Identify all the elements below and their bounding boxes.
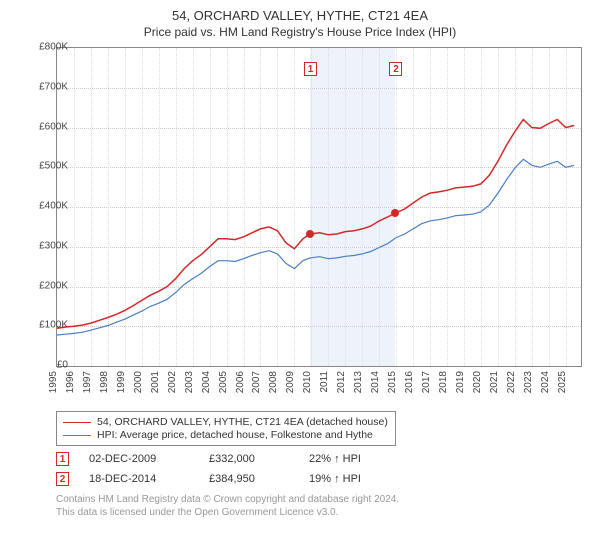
y-axis-label: £300K	[24, 240, 68, 251]
x-axis-label: 2024	[540, 371, 551, 393]
attribution-line-1: Contains HM Land Registry data © Crown c…	[56, 494, 588, 507]
x-axis-label: 1999	[116, 371, 127, 393]
x-axis-label: 2016	[404, 371, 415, 393]
x-axis-label: 2008	[268, 371, 279, 393]
legend-row: HPI: Average price, detached house, Folk…	[63, 429, 389, 441]
y-axis-label: £200K	[24, 280, 68, 291]
x-axis-label: 2011	[319, 371, 330, 393]
chart-subtitle: Price paid vs. HM Land Registry's House …	[12, 25, 588, 39]
x-axis-label: 2018	[438, 371, 449, 393]
plot-area: 12	[56, 47, 582, 367]
sale-price: £384,950	[209, 473, 289, 485]
x-axis-label: 1995	[48, 371, 59, 393]
x-axis-label: 1997	[82, 371, 93, 393]
x-axis-label: 2015	[387, 371, 398, 393]
x-axis-label: 2006	[235, 371, 246, 393]
legend-label: HPI: Average price, detached house, Folk…	[97, 429, 373, 441]
x-axis-label: 2000	[133, 371, 144, 393]
x-axis-label: 2023	[523, 371, 534, 393]
sale-row: 1 02-DEC-2009 £332,000 22% ↑ HPI	[56, 452, 588, 466]
legend-box: 54, ORCHARD VALLEY, HYTHE, CT21 4EA (det…	[56, 411, 396, 446]
sale-delta: 19% ↑ HPI	[309, 473, 361, 485]
sale-price: £332,000	[209, 453, 289, 465]
legend-swatch	[63, 422, 91, 423]
x-axis-label: 2025	[557, 371, 568, 393]
sale-delta: 22% ↑ HPI	[309, 453, 361, 465]
y-axis-label: £500K	[24, 161, 68, 172]
series-hpi	[57, 159, 574, 335]
x-axis-label: 1996	[65, 371, 76, 393]
sale-date: 18-DEC-2014	[89, 473, 189, 485]
sales-block: 1 02-DEC-2009 £332,000 22% ↑ HPI 2 18-DEC-201…	[12, 452, 588, 486]
x-axis-label: 2021	[489, 371, 500, 393]
y-axis-label: £400K	[24, 201, 68, 212]
chart-svg	[57, 48, 581, 366]
x-axis-label: 2004	[201, 371, 212, 393]
y-axis-label: £600K	[24, 121, 68, 132]
legend-row: 54, ORCHARD VALLEY, HYTHE, CT21 4EA (det…	[63, 416, 389, 428]
sale-marker: 2	[389, 62, 402, 76]
x-axis-label: 2012	[336, 371, 347, 393]
x-axis-label: 2017	[421, 371, 432, 393]
x-axis-label: 2009	[285, 371, 296, 393]
y-axis-label: £800K	[24, 42, 68, 53]
title-block: 54, ORCHARD VALLEY, HYTHE, CT21 4EA Pric…	[12, 8, 588, 39]
series-property	[57, 120, 574, 329]
x-axis-label: 2002	[167, 371, 178, 393]
y-axis-label: £0	[24, 360, 68, 371]
x-axis-label: 2013	[353, 371, 364, 393]
x-axis-label: 2019	[455, 371, 466, 393]
sale-row-marker: 1	[56, 452, 69, 466]
attribution-line-2: This data is licensed under the Open Gov…	[56, 507, 588, 520]
x-axis-label: 2014	[370, 371, 381, 393]
x-axis-label: 2005	[218, 371, 229, 393]
legend-label: 54, ORCHARD VALLEY, HYTHE, CT21 4EA (det…	[97, 416, 388, 428]
x-axis-label: 1998	[99, 371, 110, 393]
x-axis-label: 2022	[506, 371, 517, 393]
x-axis-label: 2007	[251, 371, 262, 393]
sale-point-dot	[306, 230, 314, 238]
sale-date: 02-DEC-2009	[89, 453, 189, 465]
sale-marker: 1	[304, 62, 317, 76]
legend-swatch	[63, 435, 91, 436]
sale-row-marker: 2	[56, 472, 69, 486]
attribution: Contains HM Land Registry data © Crown c…	[56, 494, 588, 519]
sale-point-dot	[391, 209, 399, 217]
x-axis-label: 2010	[302, 371, 313, 393]
x-axis-label: 2001	[150, 371, 161, 393]
sale-row: 2 18-DEC-2014 £384,950 19% ↑ HPI	[56, 472, 588, 486]
y-axis-label: £700K	[24, 81, 68, 92]
x-axis-label: 2020	[472, 371, 483, 393]
y-axis-label: £100K	[24, 320, 68, 331]
chart-container: 54, ORCHARD VALLEY, HYTHE, CT21 4EA Pric…	[0, 0, 600, 560]
chart-title: 54, ORCHARD VALLEY, HYTHE, CT21 4EA	[12, 8, 588, 23]
x-axis-label: 2003	[184, 371, 195, 393]
